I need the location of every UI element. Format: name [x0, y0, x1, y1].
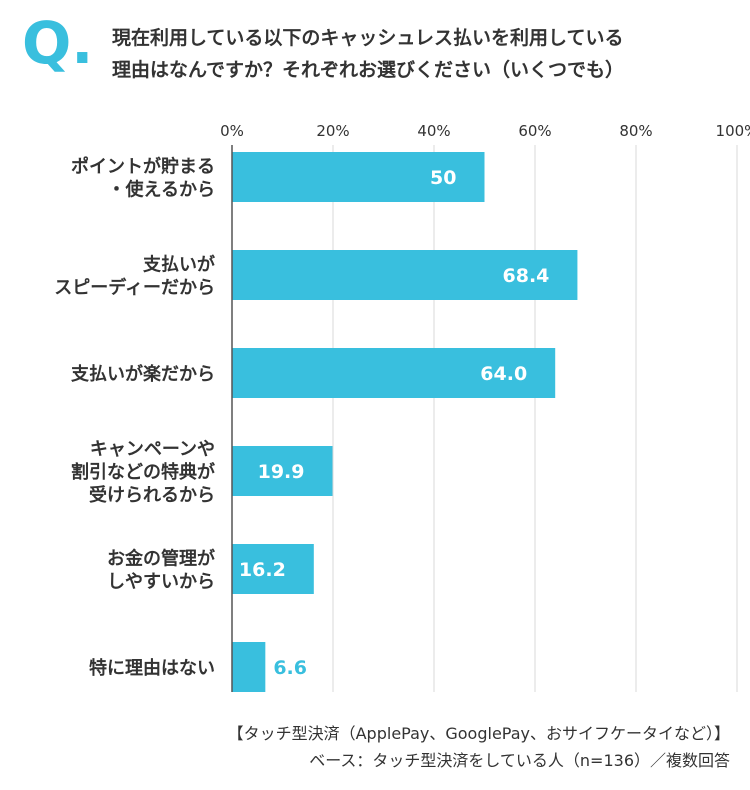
- bar: [232, 544, 314, 594]
- x-tick-label: 80%: [619, 122, 652, 140]
- bar: [232, 348, 556, 398]
- bar: [232, 152, 485, 202]
- value-label: 19.9: [258, 461, 305, 483]
- value-labels: 50 68.4 64.0 19.9 16.2 6.6: [239, 167, 550, 679]
- category-label: 特に理由はない: [89, 657, 215, 679]
- category-label: 支払いがスピーディーだから: [54, 254, 215, 299]
- footer-line-2: ベース：タッチ型決済をしている人（n=136）／複数回答: [309, 751, 730, 770]
- value-label: 16.2: [239, 559, 286, 581]
- category-label: 支払いが楽だから: [70, 363, 215, 385]
- x-tick-label: 100%: [716, 122, 750, 140]
- question-line-1: 現在利用している以下のキャッシュレス払いを利用している: [112, 27, 624, 49]
- category-label: ポイントが貯まる・使えるから: [71, 156, 215, 201]
- category-label: お金の管理がしやすいから: [107, 548, 215, 593]
- footer-line-1: 【タッチ型決済（ApplePay、GooglePay、おサイフケータイなど）】: [227, 724, 730, 743]
- value-label: 6.6: [273, 657, 307, 679]
- x-tick-label: 0%: [220, 122, 244, 140]
- x-tick-label: 20%: [316, 122, 349, 140]
- question-text: 現在利用している以下のキャッシュレス払いを利用している 理由はなんですか？それぞ…: [112, 22, 732, 86]
- bar: [232, 446, 333, 496]
- x-tick-label: 60%: [518, 122, 551, 140]
- question-line-2: 理由はなんですか？それぞれお選びください（いくつでも）: [112, 59, 625, 81]
- value-label: 64.0: [480, 363, 527, 385]
- bar-chart: 0% 20% 40% 60% 80% 100% ポイントが貯まる・使えるから支払いがスピー…: [54, 122, 750, 692]
- x-tick-label: 40%: [417, 122, 450, 140]
- grid-lines: [332, 145, 738, 692]
- category-label: キャンペーンや割引などの特典が受けられるから: [71, 439, 215, 506]
- value-label: 50: [430, 167, 456, 189]
- x-tick-labels: 0% 20% 40% 60% 80% 100%: [220, 122, 750, 140]
- bar: [232, 250, 578, 300]
- bars: [232, 152, 578, 692]
- question-mark-logo: Q.: [22, 9, 94, 77]
- footer-note: 【タッチ型決済（ApplePay、GooglePay、おサイフケータイなど）】 …: [228, 720, 730, 774]
- bar: [232, 642, 266, 692]
- category-labels: ポイントが貯まる・使えるから支払いがスピーディーだから支払いが楽だからキャンペー…: [54, 156, 215, 680]
- value-label: 68.4: [503, 265, 550, 287]
